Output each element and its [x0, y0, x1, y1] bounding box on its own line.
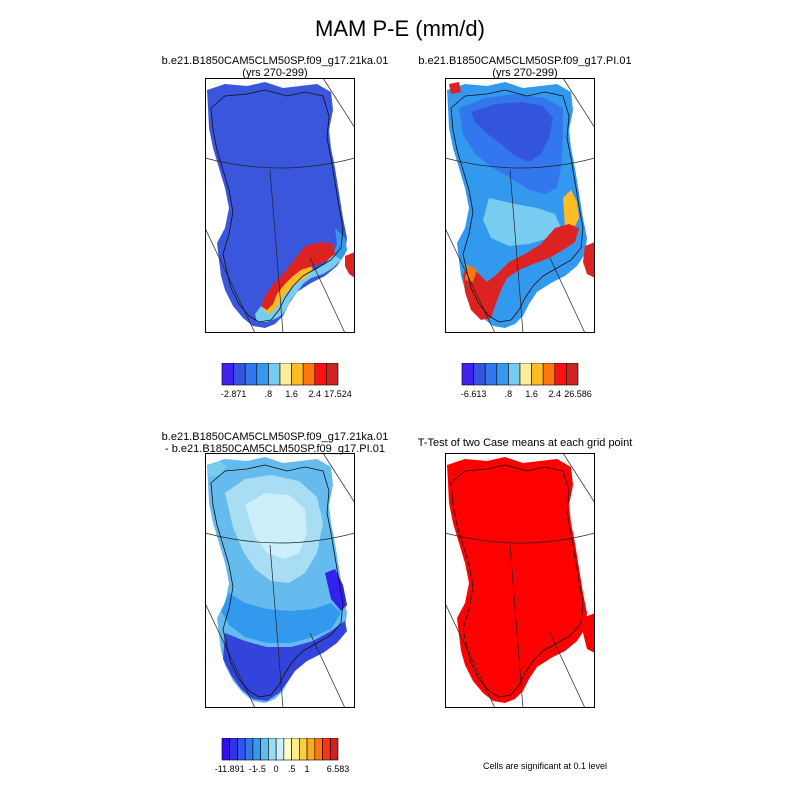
colorbar-tick-label: -11.891	[215, 764, 245, 774]
colorbar-swatch	[229, 738, 238, 761]
colorbar-tick-label: 6.583	[327, 764, 350, 774]
colorbar-tick-label: .8	[505, 389, 513, 399]
significance-fill	[447, 457, 587, 703]
colorbar-swatch	[306, 738, 316, 761]
colorbar-swatch	[275, 738, 285, 761]
panel-2-title: b.e21.B1850CAM5CLM50SP.f09_g17.PI.01 (yr…	[390, 55, 660, 79]
colorbar-swatch	[256, 363, 269, 386]
colorbar-swatch	[283, 738, 292, 761]
panel-2-title-line2: (yrs 270-299)	[492, 67, 558, 79]
panel-2-title-line1: b.e21.B1850CAM5CLM50SP.f09_g17.PI.01	[418, 55, 632, 67]
panel-3-title-line2: - b.e21.B1850CAM5CLM50SP.f09_g17.PI.01	[165, 443, 385, 455]
colorbar-swatch	[244, 363, 258, 386]
colorbar-3: -11.891 -1-.5 0 .5 1 6.583	[215, 738, 350, 774]
coastal-yellow	[263, 262, 313, 314]
panel-1-title-line2: (yrs 270-299)	[242, 67, 308, 79]
colorbar-swatch	[531, 363, 544, 386]
colorbar-swatch	[484, 363, 498, 386]
colorbar-tick-label: 2.4	[309, 389, 322, 399]
colorbar-swatch	[554, 363, 567, 386]
colorbar-tick-label: .5	[288, 764, 296, 774]
panel-3-title: b.e21.B1850CAM5CLM50SP.f09_g17.21ka.01 -…	[140, 431, 410, 455]
coastal-red-north	[449, 82, 461, 94]
map-panel-4	[445, 453, 595, 708]
colorbar-swatch	[508, 363, 521, 386]
colorbar-swatch	[260, 738, 269, 761]
colorbar-swatch	[252, 738, 261, 761]
panel-frame	[205, 78, 355, 333]
colorbar-swatch	[299, 738, 308, 761]
colorbar-swatch	[221, 363, 234, 386]
panel-4-title-line1: T-Test of two Case means at each grid po…	[417, 437, 633, 449]
colorbar-swatch	[279, 363, 292, 386]
colorbar-swatch	[566, 363, 579, 386]
panel-frame	[445, 453, 595, 708]
colorbar-tick-label: -2.871	[221, 389, 247, 399]
colorbar-tick-label: -6.613	[461, 389, 487, 399]
greenland-ice-sheet	[207, 82, 347, 328]
colorbar-swatch	[314, 738, 323, 761]
significance-note: Cells are significant at 0.1 level	[482, 761, 608, 771]
colorbar-swatch	[314, 363, 327, 386]
colorbar-swatch	[302, 363, 316, 386]
coastal-dark-blue	[223, 621, 347, 701]
interior-mid-blue	[221, 593, 341, 643]
east-dark-blue	[325, 569, 347, 611]
coastal-red	[261, 242, 335, 310]
panel-frame	[445, 78, 595, 333]
colorbar-tick-label: 0	[274, 764, 279, 774]
coastline	[450, 89, 584, 323]
colorbar-tick-label: 1	[305, 764, 310, 774]
panel-3-title-line1: b.e21.B1850CAM5CLM50SP.f09_g17.21ka.01	[161, 431, 389, 443]
colorbar-swatch	[268, 738, 277, 761]
colorbar-swatch	[291, 738, 300, 761]
coastline	[450, 464, 584, 698]
coastline	[210, 464, 344, 698]
colorbar-tick-label: .8	[265, 389, 273, 399]
panel-4-title: T-Test of two Case means at each grid po…	[390, 437, 660, 449]
panel-1-title-line1: b.e21.B1850CAM5CLM50SP.f09_g17.21ka.01	[161, 55, 389, 67]
colorbar-tick-label: 26.586	[564, 389, 592, 399]
colorbar-swatch	[221, 738, 231, 761]
colorbar-swatch	[244, 738, 254, 761]
colorbar-1: -2.871 .8 1.6 2.4 17.524	[221, 363, 352, 399]
coastline	[210, 89, 344, 323]
map-panel-2	[445, 78, 595, 333]
colorbar-swatch	[473, 363, 486, 386]
colorbar-2: -6.613 .8 1.6 2.4 26.586	[461, 363, 592, 399]
colorbar-swatch	[233, 363, 246, 386]
colorbar-swatch	[322, 738, 331, 761]
colorbar-tick-label: 1.6	[525, 389, 538, 399]
colorbar-swatch	[496, 363, 509, 386]
colorbar-swatch	[542, 363, 556, 386]
coastal-yellow	[563, 190, 579, 230]
panel-1-title: b.e21.B1850CAM5CLM50SP.f09_g17.21ka.01 (…	[140, 55, 410, 79]
colorbar-tick-label: -.5	[255, 764, 266, 774]
north-light-blue	[207, 461, 227, 477]
colorbar-tick-label: 1.6	[285, 389, 298, 399]
map-panel-1	[205, 78, 355, 333]
colorbar-tick-label: 17.524	[324, 389, 352, 399]
coastal-red-east	[583, 242, 595, 278]
colorbar-swatch	[268, 363, 281, 386]
panel-frame	[205, 453, 355, 708]
interior-dark-blue	[471, 102, 553, 162]
figure-title: MAM P-E (mm/d)	[315, 16, 485, 41]
colorbar-tick-label: -1	[249, 764, 257, 774]
colorbar-swatch	[461, 363, 474, 386]
colorbar-swatch	[326, 363, 339, 386]
map-panel-3	[205, 453, 355, 708]
coastal-red	[463, 224, 579, 320]
colorbar-swatch	[291, 363, 304, 386]
colorbar-tick-label: 2.4	[549, 389, 562, 399]
interior-light	[483, 198, 561, 246]
colorbar-swatch	[329, 738, 339, 761]
colorbar-swatch	[237, 738, 246, 761]
coastal-red-east	[345, 252, 355, 278]
colorbar-swatch	[519, 363, 532, 386]
coastal-light-blue	[333, 228, 347, 266]
significance-fill-east	[583, 613, 595, 653]
